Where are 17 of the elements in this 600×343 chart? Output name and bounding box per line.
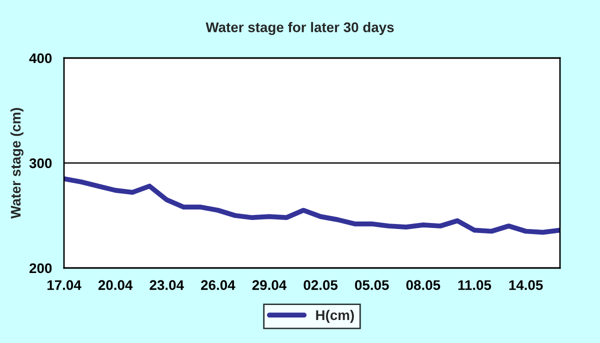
chart-title: Water stage for later 30 days — [206, 22, 394, 36]
y-tick-label: 300 — [29, 158, 52, 168]
x-tick-label: 26.04 — [201, 280, 236, 290]
y-axis-title: Water stage (cm) — [10, 108, 24, 219]
legend-label: H(cm) — [316, 310, 354, 323]
x-tick-label: 11.05 — [458, 280, 492, 290]
x-tick-label: 29.04 — [252, 280, 287, 290]
x-tick-label: 23.04 — [150, 280, 184, 290]
x-tick-label: 20.04 — [98, 280, 133, 290]
y-tick-label: 400 — [29, 53, 52, 64]
y-tick-label: 200 — [30, 263, 52, 274]
x-tick-label: 17.04 — [48, 280, 82, 290]
line-series — [64, 176, 560, 235]
x-tick-label: 02.05 — [304, 280, 338, 290]
x-tick-label: 14.05 — [509, 280, 543, 290]
x-tick-label: 05.05 — [355, 280, 389, 290]
x-tick-label: 08.05 — [406, 280, 440, 290]
